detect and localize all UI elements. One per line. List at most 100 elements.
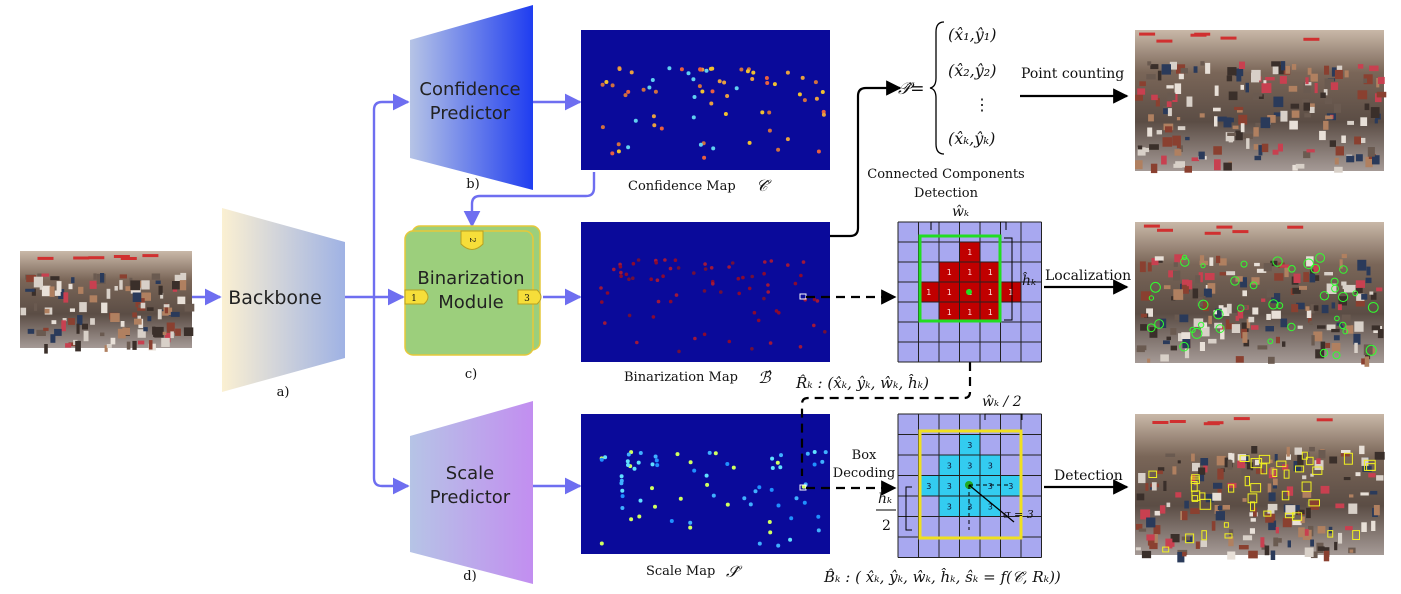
photo-texture: [1253, 144, 1259, 150]
map-dot: [820, 90, 825, 94]
photo-texture: [1246, 138, 1250, 149]
photo-texture: [1238, 305, 1248, 310]
binarization-label-2: Module: [438, 292, 503, 313]
photo-texture: [37, 256, 54, 260]
map-dot: [799, 273, 803, 278]
grid-cell-value: 3: [988, 502, 993, 511]
map-dot: [711, 146, 716, 151]
photo-texture: [1268, 492, 1276, 502]
photo-texture: [1376, 287, 1383, 292]
photo-texture: [1317, 526, 1326, 534]
detected-head: [1191, 327, 1203, 339]
output-image-detection: [1135, 414, 1385, 563]
photo-texture: [1195, 541, 1200, 549]
detected-head: [1352, 530, 1360, 540]
photo-texture: [1285, 505, 1296, 515]
map-dot: [766, 283, 770, 287]
photo-texture: [1228, 91, 1238, 101]
photo-texture: [1266, 313, 1271, 320]
photo-texture: [1149, 538, 1158, 550]
photo-texture: [1251, 277, 1260, 285]
port-1-icon: 1: [404, 289, 429, 305]
photo-texture: [113, 255, 130, 258]
photo-texture: [1376, 475, 1384, 481]
photo-texture: [1203, 464, 1208, 473]
photo-texture: [1168, 270, 1178, 278]
photo-texture: [1228, 536, 1234, 547]
w-half-label: ŵₖ / 2: [982, 394, 1022, 410]
grid-cell-value: 1: [988, 288, 993, 297]
map-dot: [641, 87, 646, 92]
photo-texture: [1269, 459, 1273, 464]
map-dot: [730, 261, 735, 265]
photo-texture: [1198, 467, 1206, 475]
photo-texture: [1345, 284, 1356, 292]
grid-cell-value: 1: [947, 288, 952, 297]
photo-texture: [1254, 262, 1260, 267]
map-dot: [679, 67, 684, 72]
photo-texture: [1325, 115, 1333, 120]
detected-head: [1228, 484, 1235, 493]
map-dot: [626, 89, 631, 94]
photo-texture: [1279, 76, 1287, 84]
photo-texture: [1361, 293, 1368, 300]
map-dot: [625, 459, 630, 464]
photo-texture: [1364, 356, 1370, 367]
photo-texture: [1182, 279, 1189, 285]
photo-texture: [1274, 454, 1278, 462]
photo-texture: [1263, 263, 1272, 272]
photo-texture: [1377, 76, 1385, 84]
photo-texture: [1148, 114, 1154, 122]
photo-texture: [1217, 488, 1222, 495]
photo-texture: [114, 286, 118, 291]
map-dot: [654, 458, 659, 463]
photo-texture: [1214, 322, 1223, 329]
photo-texture: [1361, 522, 1367, 532]
detected-head: [1284, 512, 1295, 519]
photo-texture: [161, 337, 170, 347]
photo-texture: [1349, 549, 1354, 553]
photo-texture: [1266, 287, 1274, 298]
photo-texture: [1169, 61, 1177, 70]
photo-texture: [1306, 501, 1313, 512]
map-dot: [772, 82, 777, 87]
photo-texture: [157, 309, 162, 320]
map-dot: [600, 125, 605, 130]
map-dot: [688, 525, 693, 530]
photo-texture: [1193, 318, 1204, 327]
photo-texture: [1252, 92, 1259, 100]
photo-texture: [1293, 273, 1301, 283]
photo-texture: [1172, 466, 1177, 475]
photo-texture: [148, 340, 153, 350]
map-dot: [629, 517, 634, 522]
map-dot: [753, 489, 758, 494]
photo-texture: [1260, 117, 1271, 129]
photo-texture: [1165, 126, 1173, 133]
output-image-localization: [1135, 222, 1384, 367]
photo-texture: [1139, 32, 1156, 36]
map-dot: [742, 496, 747, 501]
photo-texture: [1368, 473, 1376, 478]
photo-texture: [1243, 339, 1250, 347]
photo-texture: [1251, 446, 1258, 454]
photo-texture: [1321, 304, 1329, 314]
photo-texture: [126, 341, 131, 350]
photo-texture: [69, 308, 75, 312]
photo-texture: [1342, 284, 1347, 290]
photo-texture: [1213, 310, 1217, 315]
photo-texture: [1143, 224, 1160, 228]
photo-texture: [1353, 333, 1361, 345]
photo-texture: [1250, 518, 1256, 522]
grid-cell-active: [959, 434, 980, 455]
map-dot: [821, 112, 826, 117]
photo-texture: [1147, 535, 1151, 546]
photo-texture: [1313, 263, 1319, 274]
photo-texture: [1305, 306, 1310, 311]
map-dot: [617, 67, 622, 71]
photo-texture: [1215, 511, 1225, 521]
detected-head: [1181, 254, 1188, 260]
photo-texture: [1223, 162, 1232, 171]
photo-texture: [1374, 119, 1378, 124]
photo-texture: [1295, 163, 1305, 169]
photo-texture: [1176, 64, 1186, 74]
